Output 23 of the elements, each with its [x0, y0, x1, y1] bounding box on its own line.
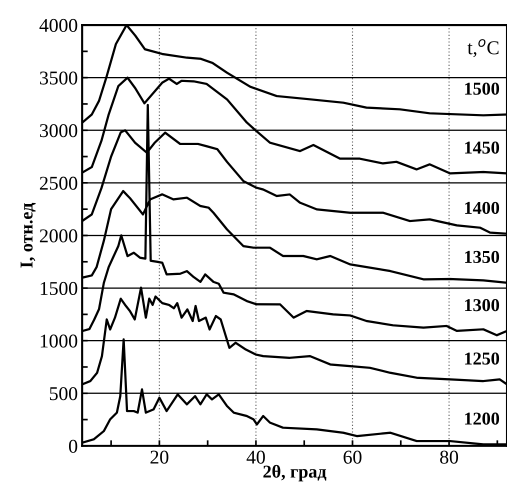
y-tick-label: 1500 — [40, 282, 78, 296]
y-tick-label: 500 — [50, 387, 78, 400]
series-label: 1350 — [465, 250, 500, 264]
series-label: 1400 — [465, 202, 500, 214]
y-tick-label: 4000 — [39, 18, 78, 32]
x-axis-title: 2θ, град — [263, 464, 326, 482]
y-tick-label: 3500 — [40, 71, 78, 85]
y-tick-label: 3000 — [40, 124, 78, 138]
series-label: 1300 — [465, 299, 500, 312]
y-tick-label: 1000 — [40, 334, 78, 348]
series-label: 1200 — [465, 412, 500, 425]
x-tick-label: 80 — [440, 450, 458, 464]
x-tick-label: 60 — [344, 450, 362, 464]
x-tick-label: 20 — [150, 450, 168, 464]
y-tick-label: 2000 — [40, 229, 78, 242]
x-tick-label: 40 — [246, 450, 265, 464]
y-tick-label: 2500 — [40, 176, 78, 190]
y-axis-title: I, отн.ед — [20, 202, 36, 268]
series-label: 1450 — [465, 142, 500, 154]
y-tick-label: 0 — [68, 440, 78, 453]
series-label: 1500 — [465, 82, 500, 95]
series-label: 1250 — [465, 352, 500, 365]
legend-title: t,$^{o}$C — [467, 39, 498, 58]
